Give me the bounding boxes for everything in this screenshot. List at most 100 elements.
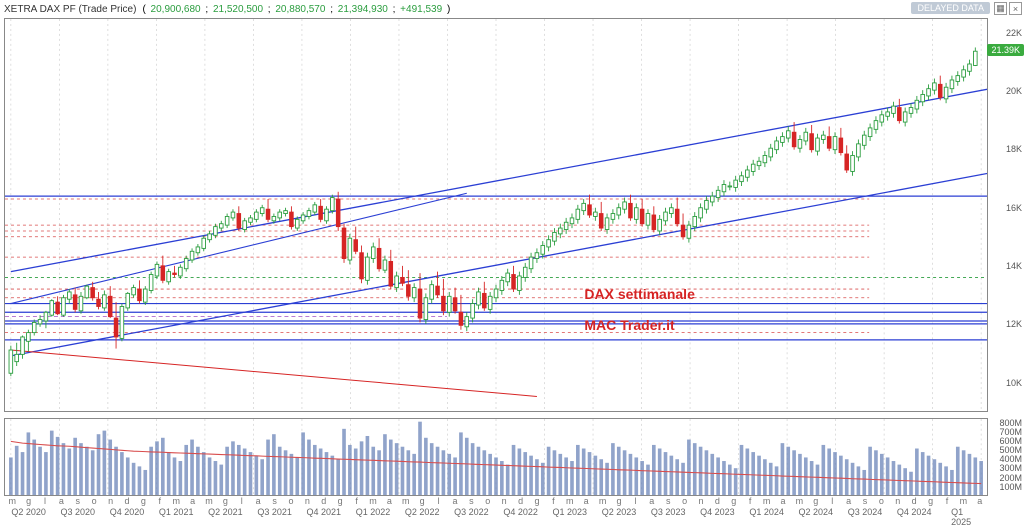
price-ytick: 16K [1006,203,1022,213]
month-tick: a [190,496,195,506]
month-tick: a [256,496,261,506]
month-tick: f [946,496,949,506]
volume-ytick: 600M [999,436,1022,446]
ohlc-readout: ( 20,900,680 ; 21,520,500 ; 20,880,570 ;… [142,4,450,15]
month-tick: a [584,496,589,506]
month-tick: a [452,496,457,506]
quarter-label: Q4 2021 [307,507,342,517]
month-tick: n [305,496,310,506]
month-tick: g [338,496,343,506]
month-tick: o [485,496,490,506]
price-ytick: 12K [1006,319,1022,329]
month-tick: s [272,496,277,506]
price-ytick: 22K [1006,28,1022,38]
ohlc-change: +491,539 [400,4,442,15]
month-tick: d [715,496,720,506]
month-tick: l [241,496,243,506]
volume-ytick: 400M [999,454,1022,464]
volume-pane[interactable] [4,418,988,496]
volume-ytick: 200M [999,473,1022,483]
month-tick: n [895,496,900,506]
month-tick: g [223,496,228,506]
month-tick: m [172,496,180,506]
ohlc-high: 21,520,500 [213,4,263,15]
header-icons: ▦ × [994,2,1022,15]
month-tick: s [863,496,868,506]
month-tick: f [355,496,358,506]
quarter-label: Q3 2024 [848,507,883,517]
month-tick: o [879,496,884,506]
month-tick: d [321,496,326,506]
quarter-label: Q2 2020 [11,507,46,517]
quarter-label: Q4 2023 [700,507,735,517]
month-tick: d [912,496,917,506]
month-tick: m [8,496,16,506]
month-tick: a [59,496,64,506]
month-tick: a [649,496,654,506]
ohlc-open: 20,900,680 [151,4,201,15]
quarter-row: Q2 2020Q3 2020Q4 2020Q1 2021Q2 2021Q3 20… [4,507,988,519]
month-tick: m [369,496,377,506]
month-tick: g [616,496,621,506]
month-tick: m [796,496,804,506]
volume-ytick: 300M [999,463,1022,473]
month-tick: l [634,496,636,506]
quarter-label: Q3 2022 [454,507,489,517]
month-tick: n [108,496,113,506]
ohlc-close: 21,394,930 [338,4,388,15]
month-tick: n [698,496,703,506]
quarter-label: Q2 2023 [602,507,637,517]
month-tick: a [977,496,982,506]
month-tick: d [518,496,523,506]
quarter-label: Q2 2022 [405,507,440,517]
month-tick: g [26,496,31,506]
quarter-label: Q1 2021 [159,507,194,517]
volume-ytick: 100M [999,482,1022,492]
month-tick: s [76,496,81,506]
close-icon[interactable]: × [1009,2,1022,15]
month-tick: g [420,496,425,506]
month-tick: a [387,496,392,506]
symbol-title: XETRA DAX PF (Trade Price) [4,4,136,15]
price-ytick: 10K [1006,378,1022,388]
month-tick: s [469,496,474,506]
month-tick: n [502,496,507,506]
month-tick: f [159,496,162,506]
ohlc-low: 20,880,570 [275,4,325,15]
month-tick: m [599,496,607,506]
month-tick: g [731,496,736,506]
month-tick: a [846,496,851,506]
month-tick: g [928,496,933,506]
month-tick: o [682,496,687,506]
quarter-label: Q1 2023 [553,507,588,517]
month-tick: m [402,496,410,506]
quarter-label: Q1 2024 [749,507,784,517]
price-pane[interactable]: DAX settimanale MAC Trader.it [4,18,988,412]
time-axis: mglasondgfmamglasondgfmamglasondgfmamgla… [4,496,988,520]
delayed-data-badge: DELAYED DATA [911,2,990,14]
volume-ytick: 500M [999,445,1022,455]
month-tick: m [566,496,574,506]
month-tick: d [124,496,129,506]
volume-ytick: 800M [999,418,1022,428]
volume-y-axis: 100M200M300M400M500M600M700M800M [990,418,1024,496]
price-y-axis: 10K12K14K16K18K20K22K21.39K [990,18,1024,412]
quarter-label: Q4 2024 [897,507,932,517]
quarter-label: Q4 2022 [503,507,538,517]
month-tick: m [960,496,968,506]
calendar-icon[interactable]: ▦ [994,2,1007,15]
quarter-label: Q3 2020 [61,507,96,517]
month-tick: m [763,496,771,506]
annotation-title1: DAX settimanale [584,286,694,302]
quarter-label: Q4 2020 [110,507,145,517]
month-tick: g [813,496,818,506]
month-tick: f [552,496,555,506]
month-tick: l [831,496,833,506]
month-tick: l [438,496,440,506]
price-ytick: 14K [1006,261,1022,271]
month-tick: l [44,496,46,506]
chart-header: XETRA DAX PF (Trade Price) ( 20,900,680 … [0,0,1024,18]
quarter-label: Q2 2024 [799,507,834,517]
volume-ytick: 700M [999,427,1022,437]
month-tick: f [749,496,752,506]
